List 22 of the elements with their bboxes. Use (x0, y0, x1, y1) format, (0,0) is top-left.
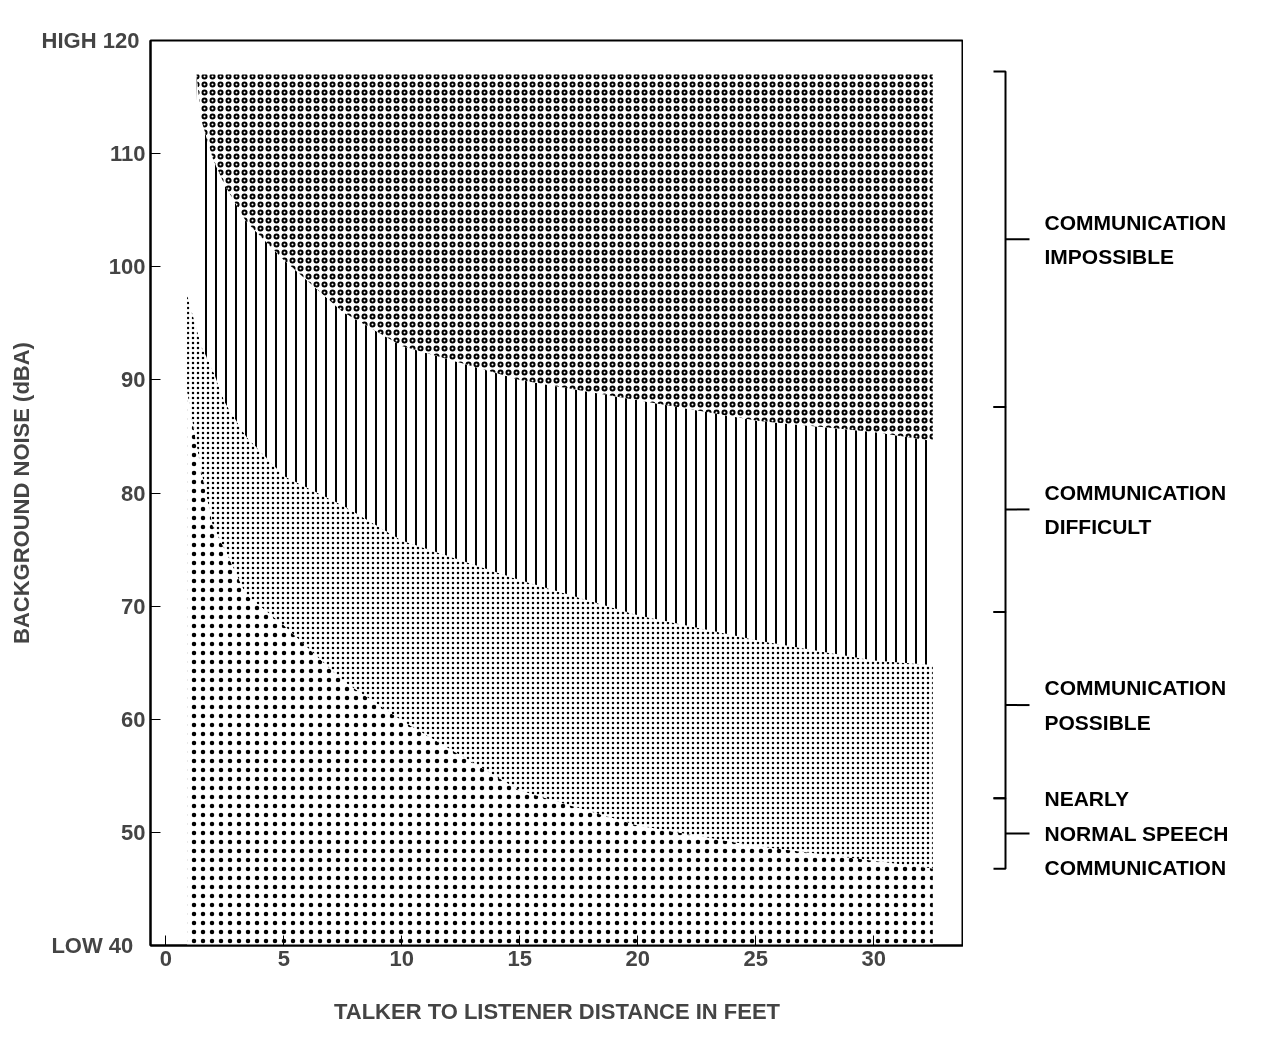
y-tick-label: 100 (108, 254, 146, 280)
y-tick-label: 60 (121, 706, 146, 732)
x-tick-label: 10 (389, 945, 415, 971)
x-tick-label: 25 (743, 945, 769, 971)
y-tick-label: LOW 40 (51, 933, 134, 958)
y-tick-label: 70 (121, 593, 146, 619)
x-tick-label: 20 (625, 945, 651, 971)
y-tick-label: 90 (121, 367, 146, 393)
text: COMMUNICATION DIFFICULT (1044, 480, 1227, 539)
x-tick-label: 5 (277, 945, 290, 971)
y-tick-label: 80 (121, 480, 146, 506)
x-tick-label: 30 (861, 945, 887, 971)
text: NEARLY NORMAL SPEECH COMMUNICATION (1044, 787, 1229, 880)
x-tick-label: 15 (507, 945, 533, 971)
text: COMMUNICATION POSSIBLE (1044, 676, 1227, 734)
y-tick-label: HIGH 120 (41, 28, 140, 53)
x-axis-title: TALKER TO LISTENER DISTANCE IN FEET (333, 998, 781, 1024)
y-tick-label: 110 (110, 141, 146, 167)
text: COMMUNICATION IMPOSSIBLE (1044, 210, 1227, 268)
y-axis-title: BACKGROUND NOISE (dBA) (8, 342, 34, 644)
x-tick-label: 0 (159, 945, 172, 971)
y-tick-label: 50 (121, 819, 146, 845)
